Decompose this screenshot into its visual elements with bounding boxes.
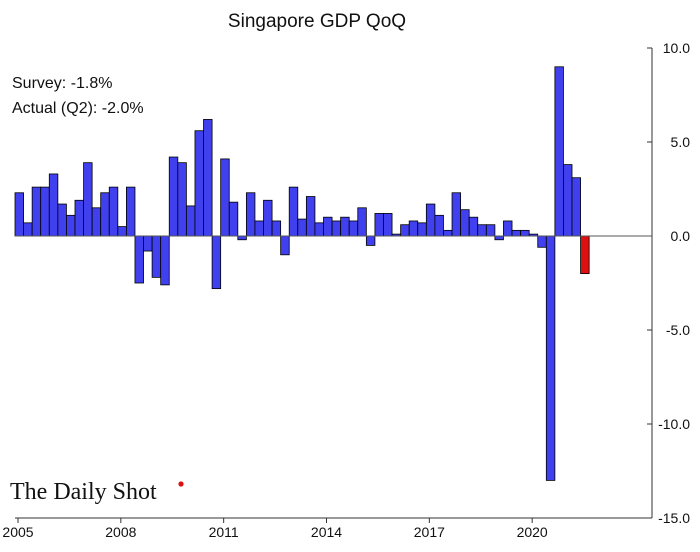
y-tick-label: -10.0: [658, 416, 690, 432]
chart-title: Singapore GDP QoQ: [228, 11, 406, 32]
bar: [348, 220, 359, 237]
bar: [271, 220, 282, 237]
x-tick-label: 2020: [517, 524, 548, 540]
bar: [211, 235, 222, 290]
annotation-actual: Actual (Q2): -2.0%: [12, 100, 144, 117]
bar: [460, 209, 470, 237]
bar: [494, 235, 504, 241]
svg-text:The Daily Shot: The Daily Shot: [10, 479, 157, 505]
bar: [485, 224, 496, 237]
bar: [74, 199, 84, 237]
logo-dot: [178, 481, 184, 487]
bar: [288, 186, 299, 237]
bar-latest: [580, 235, 590, 274]
y-tick-label: 5.0: [671, 134, 691, 150]
bar: [194, 130, 204, 237]
bar: [14, 192, 24, 237]
bar: [203, 119, 213, 237]
bar: [66, 214, 76, 237]
y-tick-label: 10.0: [663, 40, 690, 56]
bar: [503, 220, 513, 237]
bar: [434, 214, 444, 237]
bar: [168, 156, 179, 237]
x-axis: 2005 2008 2011 2014 2017 2020: [2, 517, 652, 540]
bar: [425, 203, 436, 237]
bar: [408, 220, 419, 237]
bar: [554, 66, 564, 237]
bar: [477, 224, 487, 237]
y-tick-label: -5.0: [666, 322, 690, 338]
x-tick-label: 2014: [311, 524, 342, 540]
x-tick-label: 2017: [414, 524, 445, 540]
bar: [151, 235, 162, 278]
bar: [23, 222, 33, 237]
bar: [263, 199, 273, 237]
bar: [365, 235, 376, 246]
bar: [314, 222, 324, 237]
x-tick-label: 2005: [2, 524, 33, 540]
bar: [185, 205, 196, 237]
bar: [305, 196, 316, 237]
bar: [160, 235, 170, 286]
bar: [571, 177, 581, 237]
bar: [91, 207, 102, 237]
bar: [100, 192, 110, 237]
bar: [83, 162, 93, 237]
x-tick-label: 2011: [209, 524, 239, 540]
bar: [340, 216, 350, 237]
bar: [563, 164, 573, 237]
bar: [108, 186, 119, 237]
bar: [451, 192, 462, 237]
bar: [417, 222, 427, 237]
bar: [511, 229, 522, 237]
bar: [134, 235, 144, 284]
annotation-survey: Survey: -1.8%: [12, 75, 112, 92]
bar: [254, 220, 264, 237]
bar: [237, 235, 247, 241]
bar: [31, 186, 42, 237]
bar: [520, 229, 530, 237]
bar: [117, 226, 127, 237]
bar: [177, 162, 187, 237]
x-tick-label: 2008: [105, 524, 136, 540]
y-tick-label: -15.0: [658, 510, 690, 526]
bar: [297, 218, 307, 237]
bar: [57, 203, 67, 237]
bar: [383, 213, 393, 237]
bar: [374, 213, 384, 237]
bar: [443, 229, 453, 237]
bar: [537, 235, 547, 248]
bar: [357, 207, 367, 237]
bar: [468, 216, 479, 237]
bar: [331, 220, 342, 237]
y-axis: 10.0 5.0 0.0 -5.0 -10.0 -15.0: [647, 40, 690, 526]
y-tick-label: 0.0: [671, 228, 691, 244]
bar: [126, 186, 136, 237]
bar: [280, 235, 290, 256]
the-daily-shot-logo: The Daily Shot: [10, 479, 184, 505]
bars: [14, 66, 590, 481]
bar: [220, 158, 230, 237]
bar: [143, 235, 153, 252]
bar: [323, 216, 333, 237]
bar: [400, 224, 410, 237]
bar: [48, 173, 59, 237]
bar: [40, 186, 50, 237]
bar: [245, 192, 256, 237]
bar: [228, 201, 239, 237]
bar: [545, 235, 556, 481]
